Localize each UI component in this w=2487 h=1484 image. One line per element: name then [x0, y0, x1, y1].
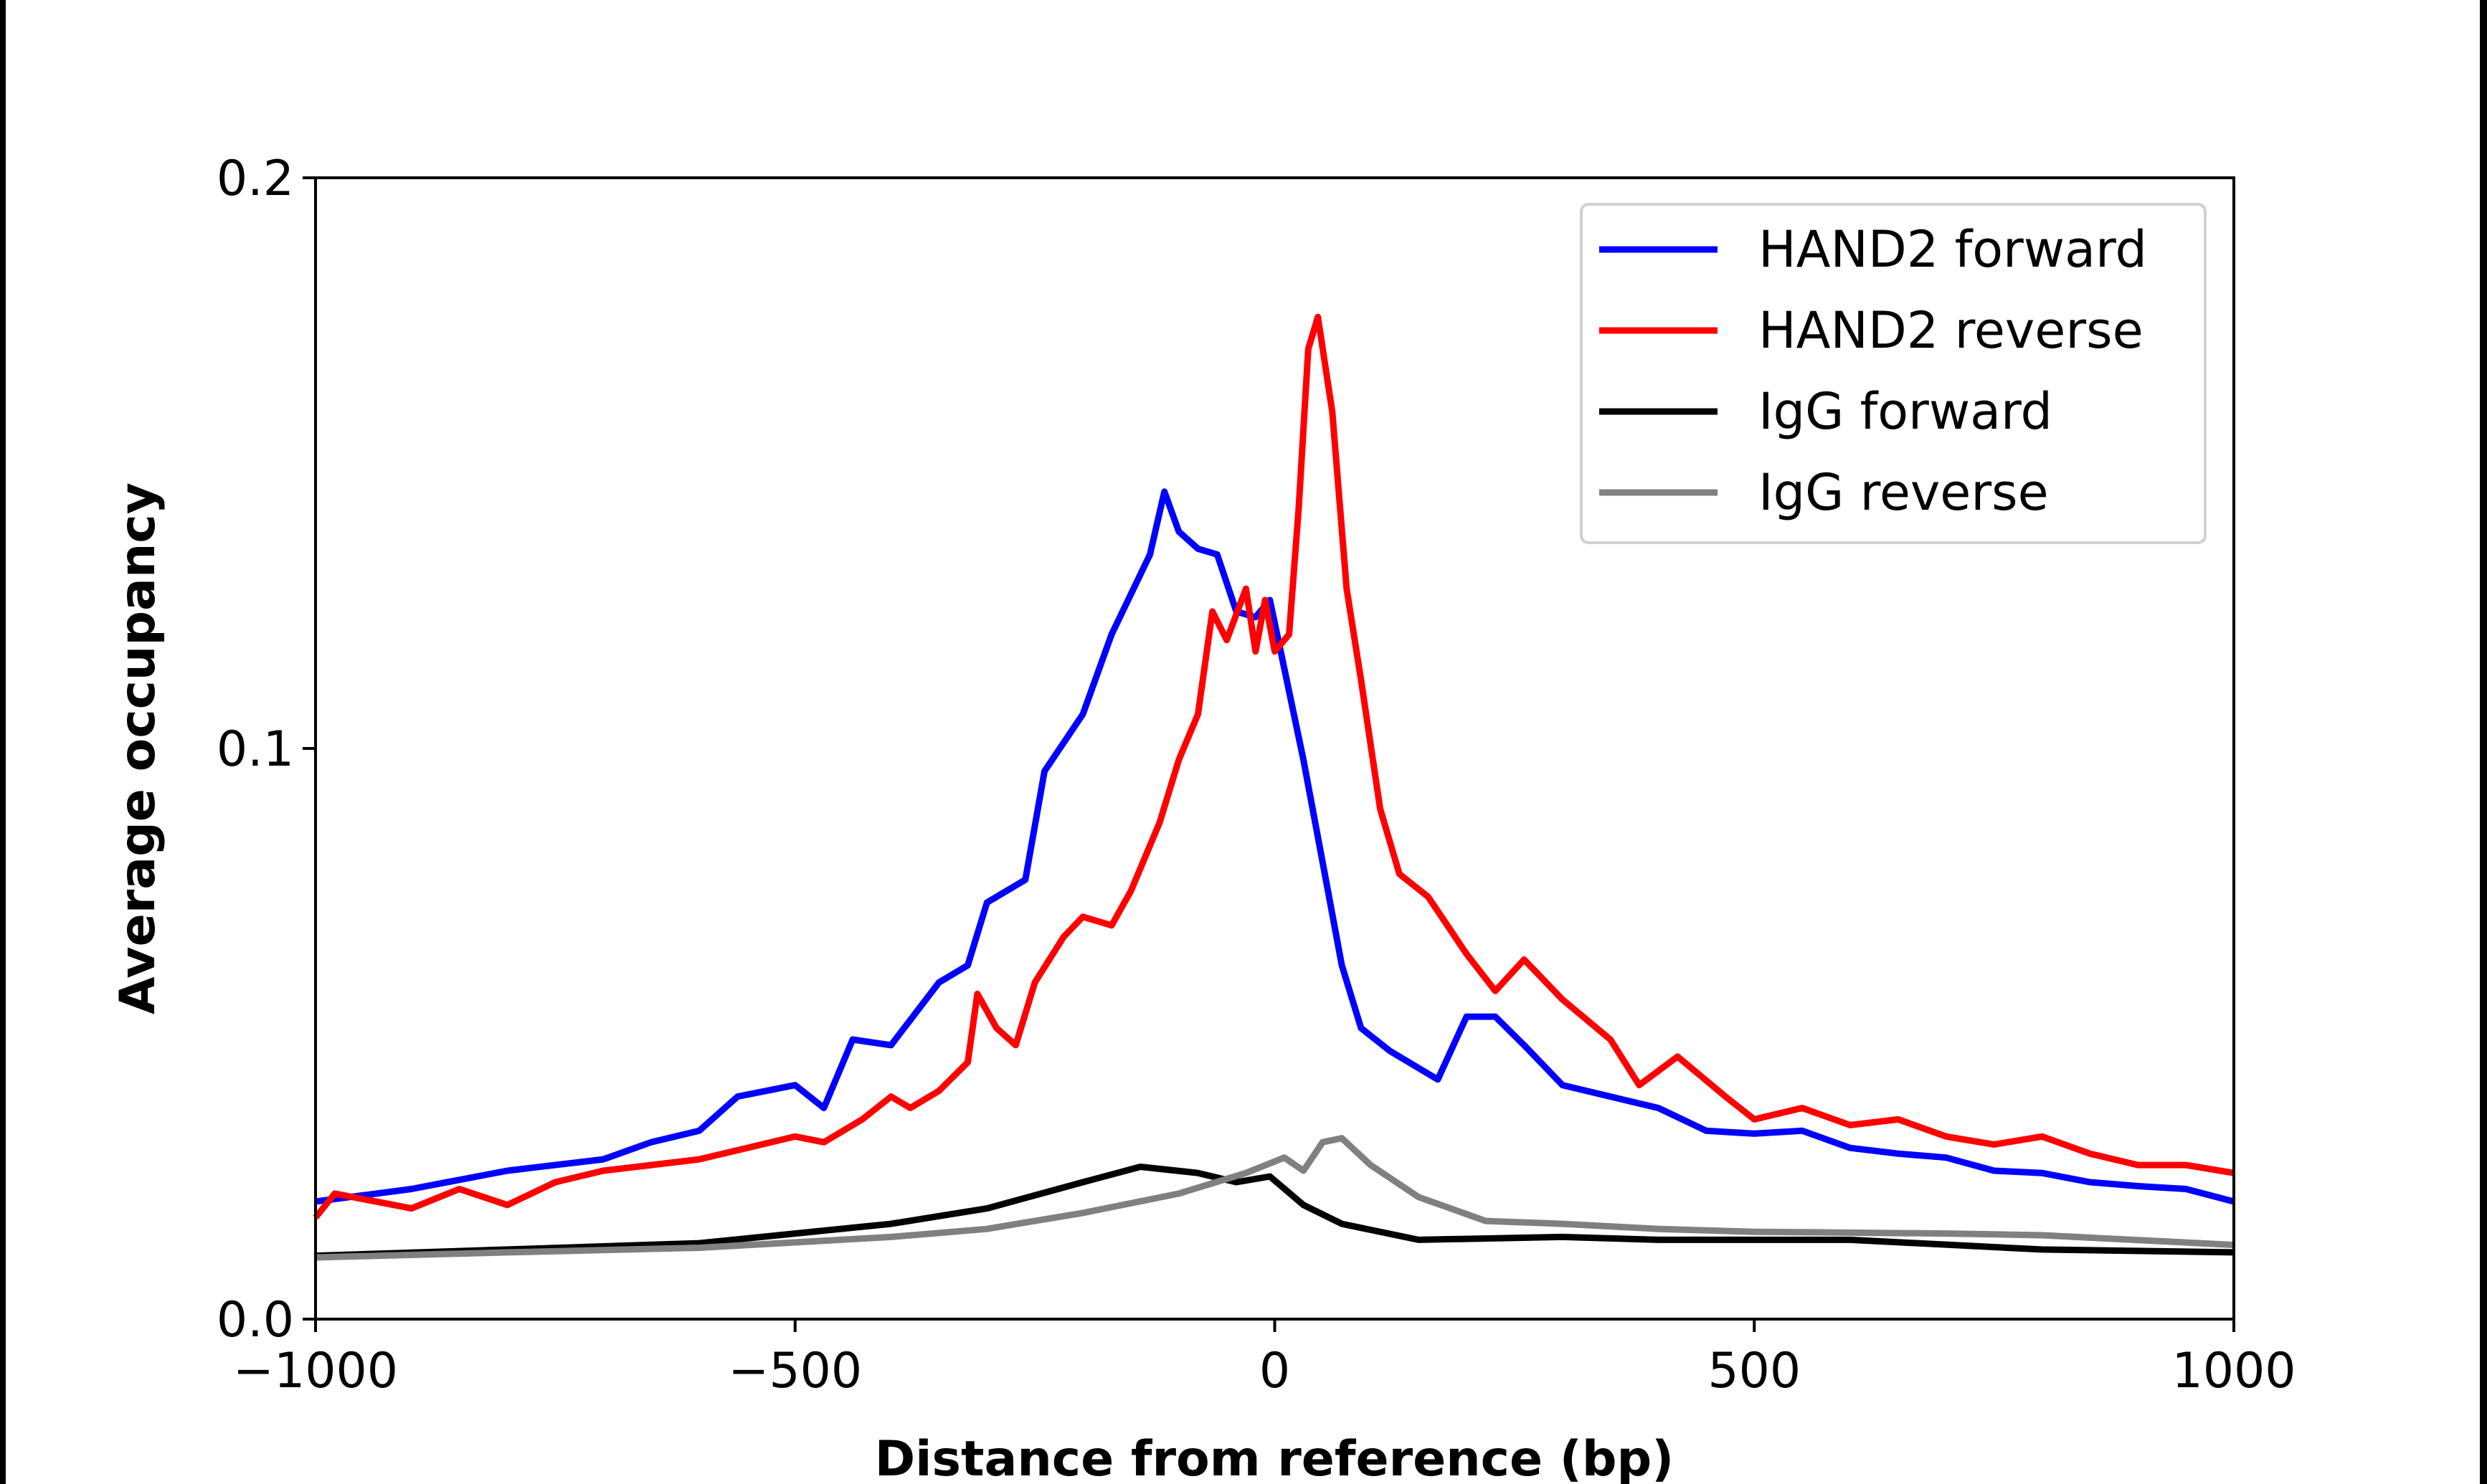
- x-tick-label: 500: [1707, 1343, 1801, 1399]
- x-tick-label: 0: [1259, 1343, 1290, 1399]
- x-axis: −1000 −500 0 500 1000: [233, 1319, 2296, 1399]
- left-border-bar: [0, 0, 6, 1484]
- series-line-hand2-forward: [315, 488, 2235, 1205]
- legend-entry: HAND2 reverse: [1758, 301, 2143, 360]
- legend-box: [1580, 203, 2207, 544]
- x-tick-label: −1000: [233, 1343, 398, 1399]
- x-tick-label: −500: [728, 1343, 862, 1399]
- y-axis: 0.0 0.1 0.2: [217, 151, 316, 1349]
- y-tick-label: 0.1: [217, 721, 294, 778]
- y-tick-label: 0.2: [217, 151, 294, 207]
- legend-entry: IgG forward: [1758, 382, 2052, 441]
- plot-lines: [313, 313, 2235, 1261]
- y-tick-label: 0.0: [217, 1292, 294, 1349]
- legend: HAND2 forward HAND2 reverse IgG forward IgG…: [1580, 203, 2207, 544]
- series-line-igg-reverse: [315, 1135, 2235, 1261]
- y-axis-label: Average occupancy: [110, 482, 166, 1014]
- right-border-bar: [2480, 0, 2487, 1484]
- legend-entry: HAND2 forward: [1758, 220, 2147, 279]
- series-line-hand2-reverse: [313, 313, 2235, 1220]
- legend-entry: IgG reverse: [1758, 463, 2049, 522]
- x-axis-label: Distance from reference (bp): [875, 1431, 1674, 1484]
- series-line-igg-forward: [315, 1164, 2235, 1260]
- x-tick-label: 1000: [2171, 1343, 2296, 1399]
